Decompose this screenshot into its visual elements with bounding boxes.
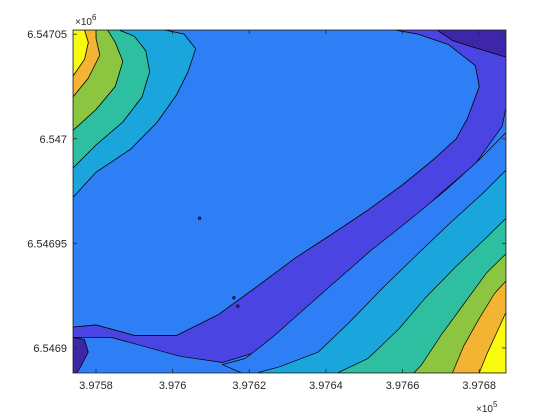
- y-tick-label: 6.54705: [27, 29, 67, 41]
- x-tick-label: 3.9766: [386, 380, 420, 392]
- contour-region-level-7-corner: [73, 30, 89, 77]
- contour-regions: [73, 30, 506, 373]
- x-exponent-power: 5: [493, 400, 498, 409]
- x-exponent-label: ×105: [476, 400, 498, 415]
- contour-islet-c: [236, 304, 240, 308]
- y-exponent-label: ×106: [75, 13, 97, 28]
- plot-frame: [72, 29, 507, 374]
- y-exponent-base: ×10: [75, 17, 92, 28]
- small-features: [197, 216, 240, 308]
- contour-region-right-level-7: [478, 311, 506, 373]
- y-tick-label: 6.54695: [27, 238, 67, 250]
- x-axis-ticks: 3.9758 3.976 3.9762 3.9764 3.9766 3.9768: [79, 30, 496, 392]
- y-exponent-power: 6: [92, 13, 97, 22]
- y-tick-label: 6.5469: [33, 343, 67, 355]
- contour-islet-a: [197, 216, 202, 220]
- contour-region-bottom-left-basin: [73, 337, 89, 373]
- x-tick-label: 3.9764: [309, 380, 343, 392]
- x-tick-label: 3.976: [159, 380, 187, 392]
- x-tick-label: 3.9762: [232, 380, 266, 392]
- x-exponent-base: ×10: [476, 404, 493, 415]
- contour-islet-b: [232, 296, 236, 300]
- y-axis-ticks: 6.5469 6.54695 6.547 6.54705: [27, 29, 506, 355]
- x-tick-label: 3.9768: [462, 380, 496, 392]
- y-tick-label: 6.547: [39, 134, 67, 146]
- x-tick-label: 3.9758: [79, 380, 113, 392]
